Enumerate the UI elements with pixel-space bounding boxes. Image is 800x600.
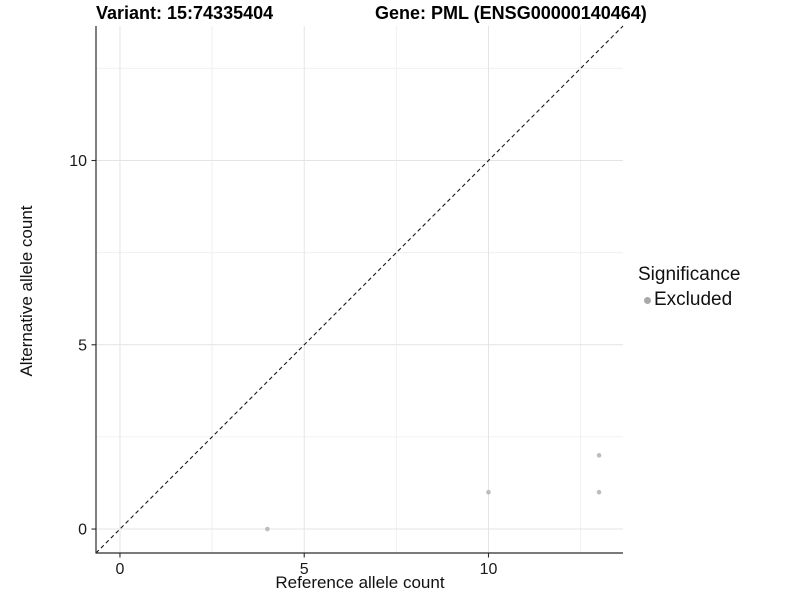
data-point — [596, 489, 602, 495]
legend-title: Significance — [638, 264, 741, 285]
x-tick-label: 5 — [300, 561, 309, 578]
y-tick-label: 10 — [69, 153, 87, 170]
identity-line — [95, 25, 624, 554]
legend-item-excluded: Excluded — [638, 289, 740, 311]
x-tick-label: 10 — [480, 561, 498, 578]
y-tick-label: 0 — [78, 522, 87, 539]
data-point — [486, 489, 491, 495]
legend-item-label: Excluded — [654, 289, 733, 310]
y-tick-label: 5 — [78, 337, 87, 354]
significance-legend: Significance Excluded — [638, 264, 740, 311]
legend-point-icon — [644, 297, 651, 304]
data-point — [596, 453, 602, 458]
gene-title: Gene: PML (ENSG00000140464) — [375, 3, 647, 23]
data-point — [265, 526, 270, 532]
variant-title: Variant: 15:74335404 — [96, 3, 274, 23]
x-tick-label: 0 — [116, 561, 125, 578]
y-axis-title: Alternative allele count — [17, 205, 36, 377]
x-axis-title: Reference allele count — [275, 573, 445, 592]
